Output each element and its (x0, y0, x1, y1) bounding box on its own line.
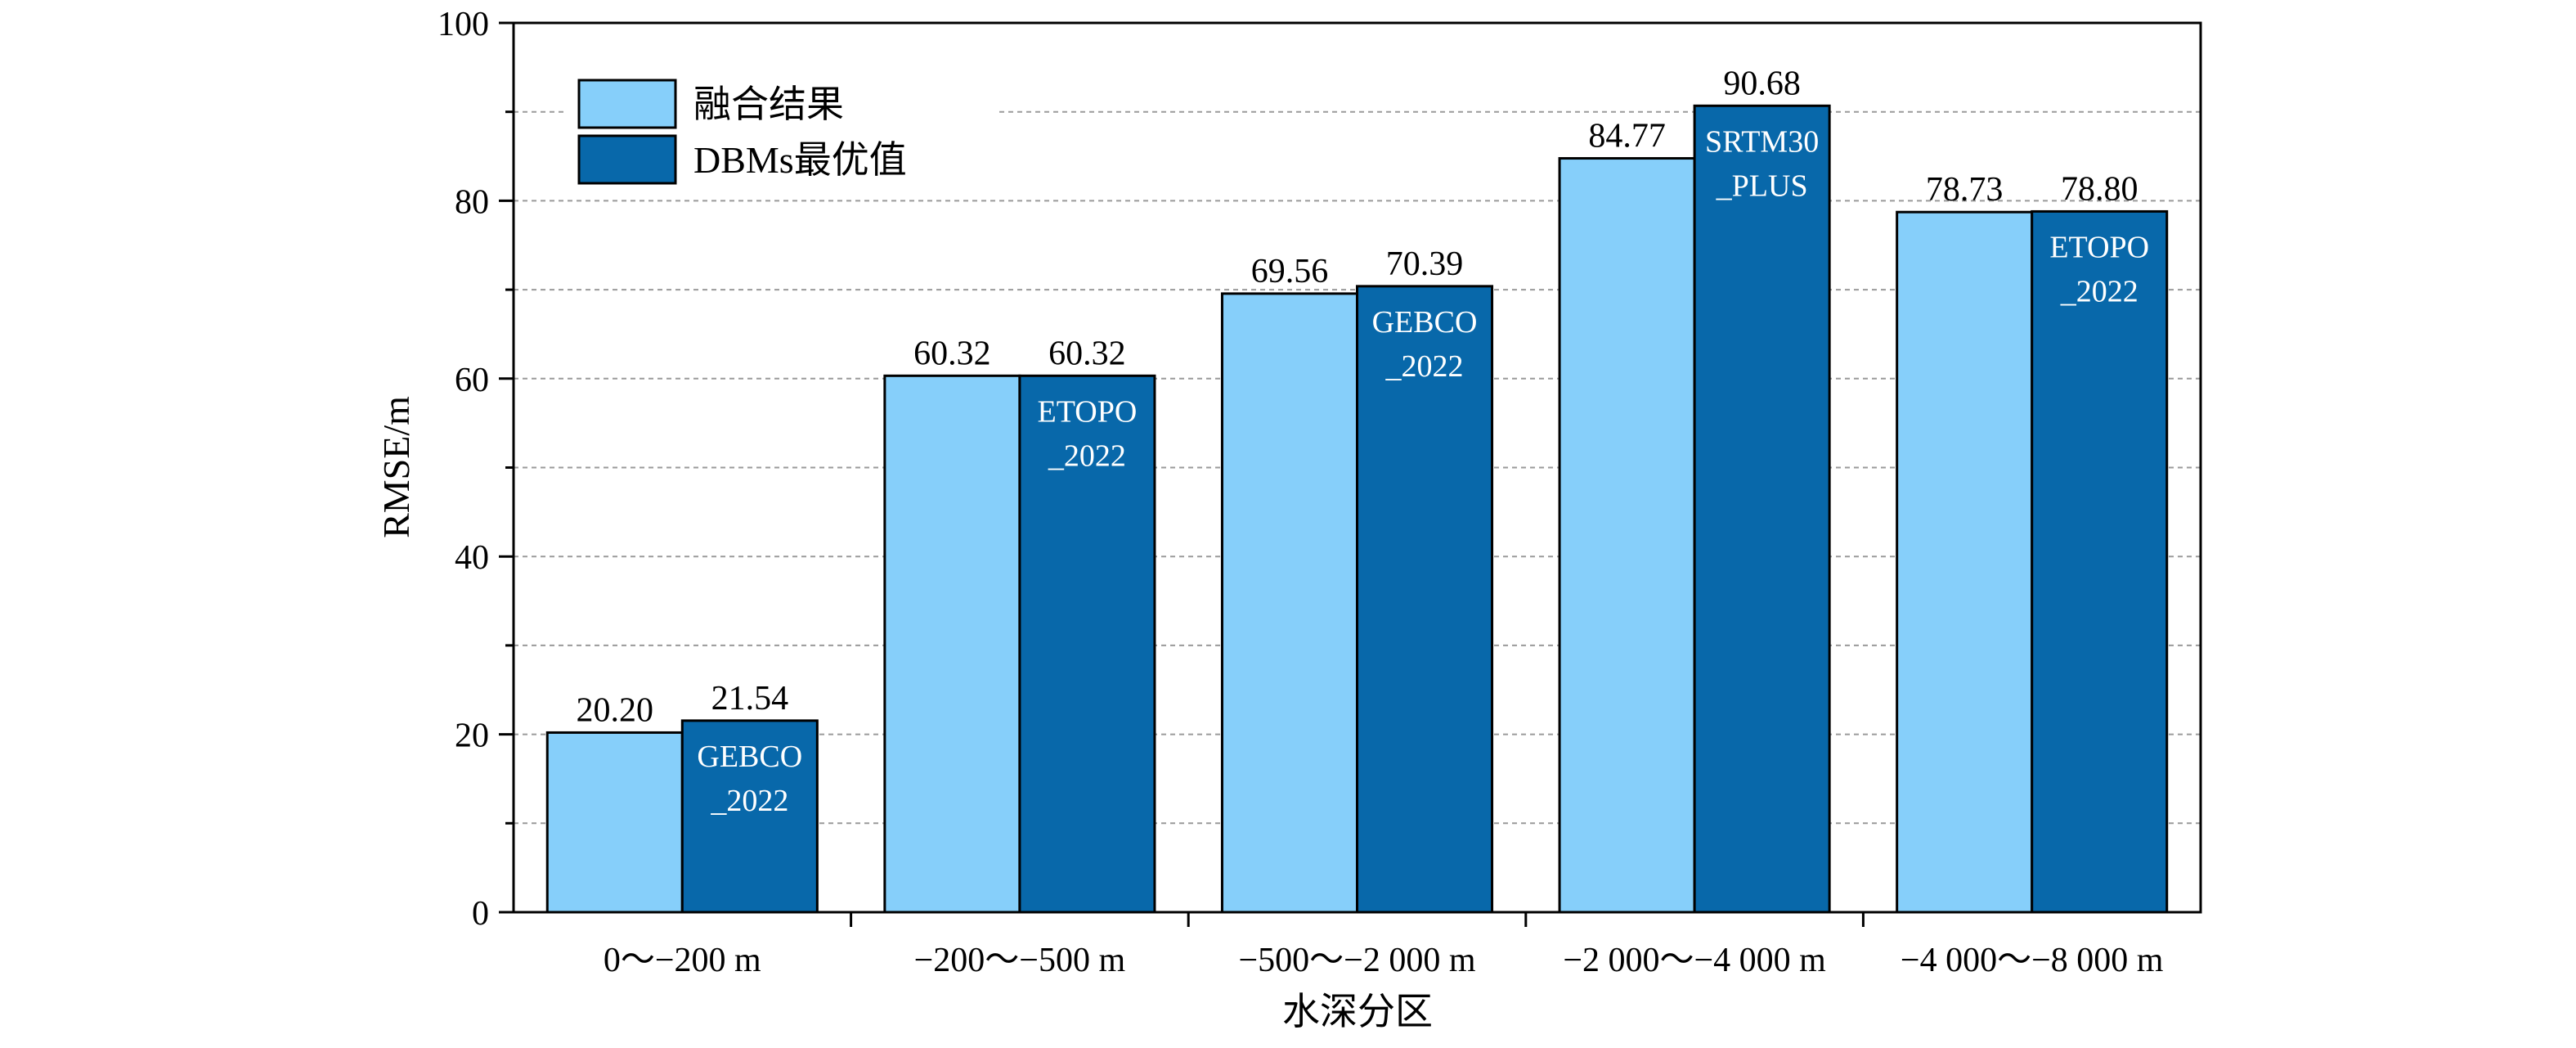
y-tick-label: 100 (438, 6, 489, 43)
bar-dataset-label: _2022 (1048, 439, 1126, 473)
bar-dataset-label: _2022 (1385, 349, 1464, 384)
labels: 0 20 40 60 80 100 0～−200 m 20.20 21.54 GEBCO _2022… (438, 6, 2164, 979)
legend-swatch-fusion (577, 79, 677, 129)
x-tick-label: 0～−200 m (604, 942, 761, 979)
bar-dataset-label: SRTM30 (1705, 124, 1819, 159)
bar-dbms (1356, 285, 1494, 914)
y-tick-label: 20 (455, 717, 489, 755)
bar-value-label: 78.73 (1926, 171, 2004, 209)
bar-value-label: 84.77 (1588, 118, 1666, 155)
axes (499, 21, 1865, 927)
bar-fusion (883, 374, 1021, 914)
bar-dataset-label: GEBCO (1372, 305, 1478, 340)
bar-fusion (1558, 157, 1696, 914)
bar-fusion (545, 731, 684, 914)
x-tick-label: −200～−500 m (914, 942, 1126, 979)
bars (545, 104, 2169, 914)
bar-dataset-label: _PLUS (1716, 169, 1808, 203)
y-axis-title: RMSE/m (375, 396, 417, 538)
legend-swatch-dbms (577, 134, 677, 185)
y-tick-label: 40 (455, 539, 489, 577)
bar-dataset-label: ETOPO (1038, 394, 1138, 429)
bar-value-label: 78.80 (2061, 170, 2138, 208)
bar-dbms (2031, 209, 2169, 914)
y-tick-label: 80 (455, 183, 489, 221)
bar-value-label: 21.54 (711, 680, 789, 717)
bar-value-label: 69.56 (1251, 253, 1329, 290)
bar-fusion (1220, 292, 1358, 914)
bar-value-label: 60.32 (1048, 335, 1126, 372)
x-tick-label: −2 000～−4 000 m (1563, 942, 1826, 979)
bar-dataset-label: GEBCO (697, 740, 802, 774)
bar-value-label: 70.39 (1386, 245, 1464, 283)
x-tick-label: −4 000～−8 000 m (1901, 942, 2164, 979)
legend-label-fusion: 融合结果 (693, 83, 844, 125)
bar-fusion (1896, 210, 2034, 914)
bar-dbms (1693, 104, 1831, 914)
legend: 融合结果 DBMs最优值 (564, 72, 998, 196)
bar-dataset-label: _2022 (710, 784, 788, 818)
y-tick-label: 60 (455, 362, 489, 399)
bar-value-label: 90.68 (1723, 65, 1801, 102)
x-tick-label: −500～−2 000 m (1238, 942, 1475, 979)
bar-dbms (1018, 374, 1156, 914)
bar-value-label: 20.20 (577, 691, 654, 729)
bar-value-label: 60.32 (913, 335, 991, 372)
bar-dataset-label: ETOPO (2049, 230, 2149, 264)
x-axis-title: 水深分区 (1282, 991, 1433, 1032)
y-tick-label: 0 (472, 895, 489, 933)
bar-dataset-label: _2022 (2060, 274, 2138, 308)
legend-label-dbms: DBMs最优值 (693, 139, 907, 181)
